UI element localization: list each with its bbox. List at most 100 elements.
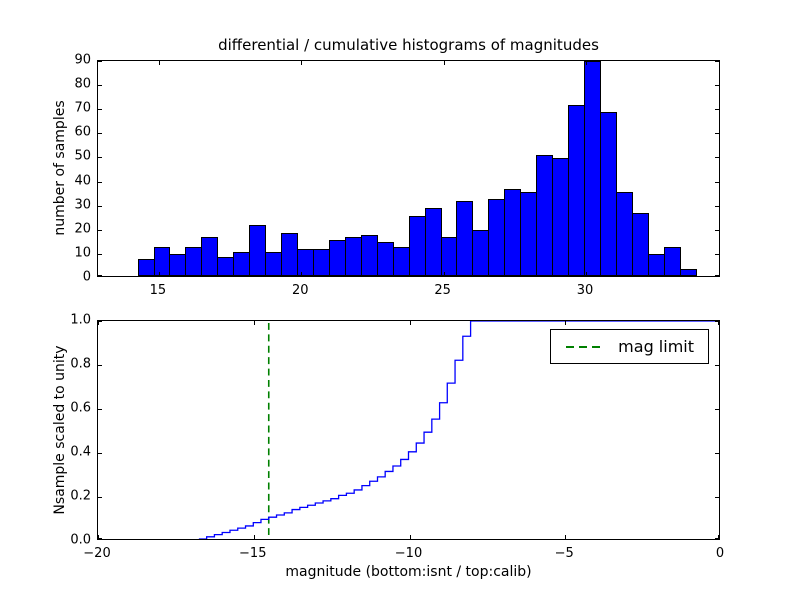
histogram-bar (616, 192, 633, 276)
cumulative-xtick-label: −15 (239, 546, 267, 561)
histogram-bar (313, 249, 330, 276)
tick-mark (715, 205, 719, 207)
tick-mark (98, 321, 99, 325)
tick-mark (565, 321, 567, 325)
histogram-bar (154, 247, 170, 276)
legend: mag limit (550, 329, 709, 364)
histogram-bar (632, 213, 649, 276)
histogram-xtick-label: 25 (434, 283, 451, 298)
tick-mark (98, 497, 102, 498)
histogram-bar (249, 225, 266, 276)
histogram-bar (488, 199, 505, 276)
tick-mark (253, 321, 255, 325)
cumulative-ytick-label: 0.0 (70, 532, 91, 548)
tick-mark (715, 453, 719, 454)
cumulative-axes: mag limit (97, 320, 720, 540)
tick-mark (586, 61, 588, 65)
tick-mark (443, 61, 445, 65)
tick-mark (715, 133, 719, 135)
histogram-bar (472, 230, 489, 276)
tick-mark (565, 535, 567, 539)
tick-mark (715, 157, 719, 159)
tick-mark (715, 275, 719, 276)
tick-mark (409, 321, 411, 325)
x-axis-label: magnitude (bottom:isnt / top:calib) (285, 564, 532, 580)
histogram-bar (393, 247, 410, 276)
histogram-bar (664, 247, 681, 276)
tick-mark (715, 365, 719, 366)
histogram-bar (345, 237, 362, 276)
histogram-bar (552, 158, 569, 276)
histogram-bar (409, 216, 426, 276)
histogram-bar (456, 201, 473, 276)
histogram-ytick-label: 30 (74, 197, 91, 213)
tick-mark (98, 453, 102, 454)
tick-mark (715, 109, 719, 111)
tick-mark (715, 181, 719, 183)
histogram-bar (425, 208, 442, 276)
cumulative-xtick-label: 0 (715, 546, 725, 561)
histogram-ytick-label: 90 (74, 52, 91, 68)
tick-mark (98, 409, 102, 410)
tick-mark (98, 538, 102, 539)
tick-mark (98, 253, 102, 255)
tick-mark (715, 229, 719, 231)
histogram-bar (217, 257, 234, 276)
tick-mark (98, 133, 102, 135)
tick-mark (443, 272, 445, 276)
cumulative-ytick-label: 0.6 (70, 400, 91, 416)
histogram-bar (600, 112, 617, 276)
histogram-ytick-label: 60 (74, 124, 91, 140)
histogram-bar (265, 252, 282, 276)
histogram-bar (169, 254, 186, 276)
tick-mark (98, 365, 102, 366)
histogram-bar (584, 61, 601, 276)
tick-mark (98, 275, 102, 276)
histogram-bar (281, 233, 298, 276)
cumulative-ytick-label: 1.0 (70, 312, 91, 328)
histogram-bar (297, 249, 314, 276)
histogram-bar (648, 254, 665, 276)
cumulative-ytick-label: 0.2 (70, 488, 91, 504)
legend-mag-limit-label: mag limit (618, 337, 694, 356)
histogram-xtick-label: 30 (576, 283, 594, 298)
tick-mark (715, 538, 719, 539)
histogram-bar (377, 242, 394, 276)
tick-mark (715, 253, 719, 255)
mag-limit-legend-sample-icon (566, 345, 605, 348)
histogram-bar (329, 240, 346, 276)
tick-mark (98, 181, 102, 183)
histogram-ytick-label: 20 (74, 221, 91, 237)
tick-mark (98, 157, 102, 159)
histogram-bar (185, 247, 202, 276)
histogram-ytick-label: 0 (82, 269, 91, 285)
tick-mark (98, 85, 102, 87)
histogram-axes (97, 60, 720, 277)
histogram-bar (138, 259, 155, 276)
tick-mark (718, 535, 719, 539)
tick-mark (715, 497, 719, 498)
cumulative-ytick-label: 0.8 (70, 356, 91, 372)
cumulative-xtick-label: −20 (83, 546, 111, 561)
cumulative-xtick-label: −5 (554, 546, 574, 561)
tick-mark (715, 61, 719, 62)
histogram-ytick-label: 10 (74, 245, 91, 261)
histogram-ytick-label: 70 (74, 100, 91, 116)
tick-mark (158, 272, 160, 276)
tick-mark (715, 409, 719, 410)
cumulative-ytick-label: 0.4 (70, 444, 91, 460)
tick-mark (98, 321, 102, 322)
cumulative-curve (198, 321, 719, 539)
tick-mark (718, 321, 719, 325)
tick-mark (409, 535, 411, 539)
histogram-bar (201, 237, 218, 276)
cumulative-xtick-label: −10 (394, 546, 423, 561)
tick-mark (98, 535, 99, 539)
histogram-ytick-label: 50 (74, 148, 91, 164)
histogram-bar (441, 237, 457, 276)
tick-mark (253, 535, 255, 539)
tick-mark (98, 205, 102, 207)
cumulative-plot-canvas (198, 321, 719, 539)
tick-mark (715, 321, 719, 322)
